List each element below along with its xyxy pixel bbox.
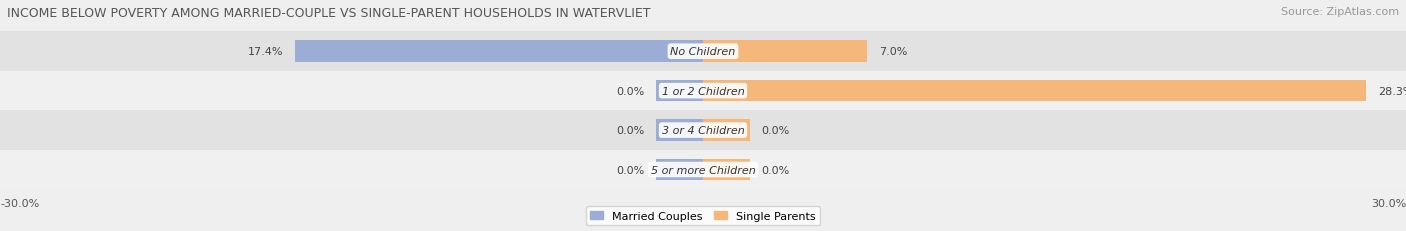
Bar bbox=[295, 41, 703, 63]
Text: Source: ZipAtlas.com: Source: ZipAtlas.com bbox=[1281, 7, 1399, 17]
Text: No Children: No Children bbox=[671, 47, 735, 57]
Bar bbox=[0, 32, 1406, 72]
Text: 5 or more Children: 5 or more Children bbox=[651, 165, 755, 175]
Bar bbox=[0, 111, 1406, 150]
Text: 30.0%: 30.0% bbox=[1371, 198, 1406, 208]
Bar bbox=[703, 80, 1367, 102]
Bar bbox=[703, 41, 868, 63]
Text: 17.4%: 17.4% bbox=[247, 47, 284, 57]
Text: -30.0%: -30.0% bbox=[0, 198, 39, 208]
Legend: Married Couples, Single Parents: Married Couples, Single Parents bbox=[586, 207, 820, 225]
Text: 1 or 2 Children: 1 or 2 Children bbox=[662, 86, 744, 96]
Text: 0.0%: 0.0% bbox=[762, 125, 790, 136]
Bar bbox=[657, 159, 703, 181]
Text: 0.0%: 0.0% bbox=[616, 165, 644, 175]
Bar bbox=[657, 80, 703, 102]
Bar bbox=[703, 159, 749, 181]
Text: INCOME BELOW POVERTY AMONG MARRIED-COUPLE VS SINGLE-PARENT HOUSEHOLDS IN WATERVL: INCOME BELOW POVERTY AMONG MARRIED-COUPL… bbox=[7, 7, 651, 20]
Text: 7.0%: 7.0% bbox=[879, 47, 907, 57]
Bar bbox=[0, 150, 1406, 189]
Text: 3 or 4 Children: 3 or 4 Children bbox=[662, 125, 744, 136]
Bar bbox=[657, 120, 703, 141]
Text: 0.0%: 0.0% bbox=[762, 165, 790, 175]
Bar bbox=[0, 72, 1406, 111]
Text: 28.3%: 28.3% bbox=[1378, 86, 1406, 96]
Bar bbox=[703, 120, 749, 141]
Text: 0.0%: 0.0% bbox=[616, 125, 644, 136]
Text: 0.0%: 0.0% bbox=[616, 86, 644, 96]
